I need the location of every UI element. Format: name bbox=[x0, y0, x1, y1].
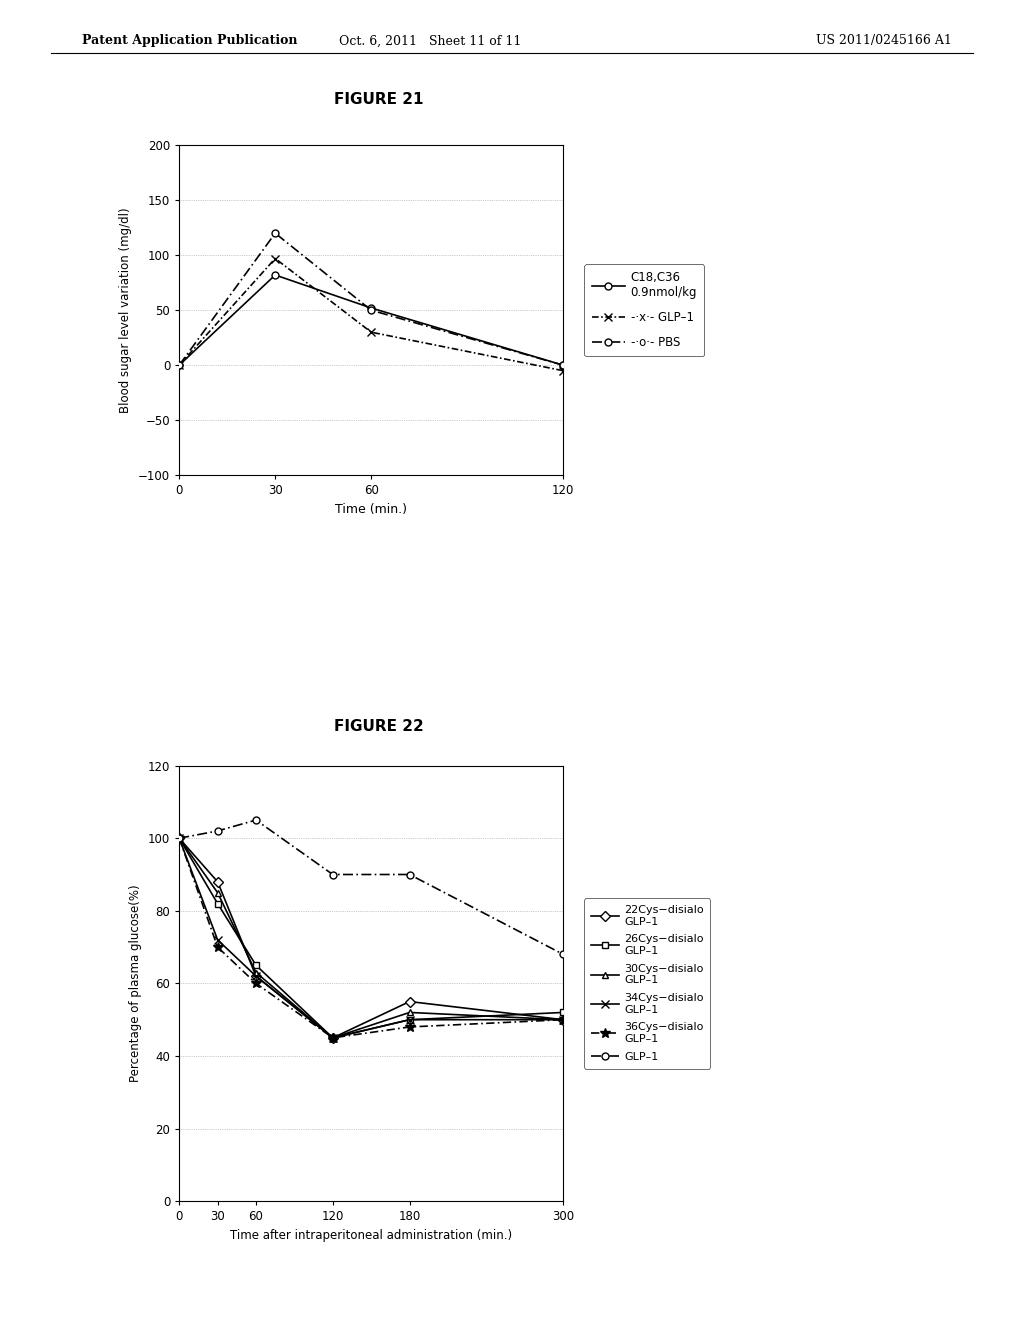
Y-axis label: Blood sugar level variation (mg/dl): Blood sugar level variation (mg/dl) bbox=[120, 207, 132, 413]
Text: FIGURE 21: FIGURE 21 bbox=[334, 92, 424, 107]
X-axis label: Time (min.): Time (min.) bbox=[335, 503, 408, 516]
Text: US 2011/0245166 A1: US 2011/0245166 A1 bbox=[816, 34, 952, 48]
Y-axis label: Percentage of plasma glucose(%): Percentage of plasma glucose(%) bbox=[129, 884, 142, 1082]
X-axis label: Time after intraperitoneal administration (min.): Time after intraperitoneal administratio… bbox=[230, 1229, 512, 1242]
Text: Oct. 6, 2011   Sheet 11 of 11: Oct. 6, 2011 Sheet 11 of 11 bbox=[339, 34, 521, 48]
Text: Patent Application Publication: Patent Application Publication bbox=[82, 34, 297, 48]
Legend: C18,C36
0.9nmol/kg, -·x·- GLP–1, -·o·- PBS: C18,C36 0.9nmol/kg, -·x·- GLP–1, -·o·- P… bbox=[585, 264, 705, 356]
Text: FIGURE 22: FIGURE 22 bbox=[334, 719, 424, 734]
Legend: 22Cys−disialo
GLP–1, 26Cys−disialo
GLP–1, 30Cys−disialo
GLP–1, 34Cys−disialo
GLP: 22Cys−disialo GLP–1, 26Cys−disialo GLP–1… bbox=[584, 899, 711, 1068]
